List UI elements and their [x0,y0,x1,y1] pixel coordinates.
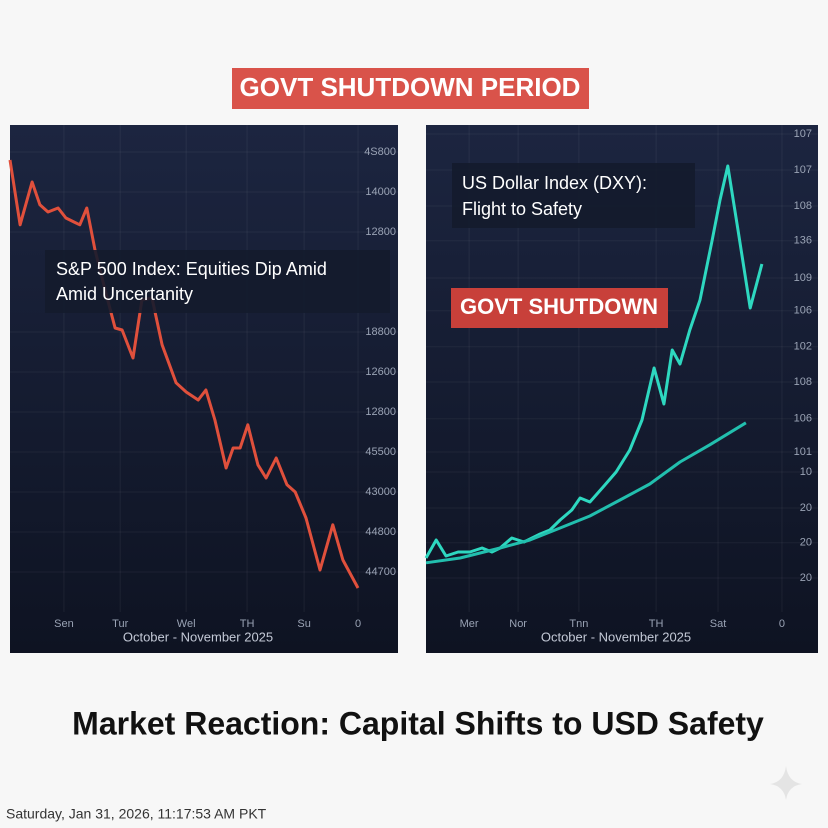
left-panel [10,125,398,653]
y-tick-label: 20 [800,572,812,584]
annotation: Flight to Safety [462,199,582,219]
badge-box [451,288,668,328]
title: Market Reaction: Capital Shifts to USD S… [72,705,764,741]
left-annotation-box [45,250,390,313]
x-tick-label: Mer [460,618,479,630]
y-tick-label: 106 [794,413,812,425]
annotation: Amid Uncertanity [56,284,193,304]
y-tick-label: 102 [794,341,812,353]
y-tick-label: 106 [794,305,812,317]
x-tick-label: Tnn [569,618,588,630]
banner: GOVT SHUTDOWN PERIOD [240,72,581,102]
annotation: S&P 500 Index: Equities Dip Amid [56,259,327,279]
x-tick-label: Tur [112,618,128,630]
annotation: US Dollar Index (DXY): [462,173,647,193]
x-tick-label: Sat [710,618,727,630]
x-tick-label: 0 [779,618,785,630]
y-tick-label: 12800 [365,406,396,418]
timestamp: Saturday, Jan 31, 2026, 11:17:53 AM PKT [6,806,267,822]
x-tick-label: Nor [509,618,527,630]
y-tick-label: 4S800 [364,146,396,158]
x-tick-label: 0 [355,618,361,630]
x-axis-label: October - November 2025 [541,629,691,644]
y-tick-label: 43000 [365,486,396,498]
plots: 4S800 14000 12800 18800 12600 12800 45500 43000… [8,125,818,644]
y-tick-label: 136 [794,235,812,247]
y-tick-label: 12800 [365,226,396,238]
y-tick-label: 107 [794,128,812,140]
x-tick-label: Sen [54,618,74,630]
y-tick-label: 10 [800,466,812,478]
data-line [8,159,360,589]
y-tick-label: 14000 [365,186,396,198]
y-tick-label: 18800 [365,326,396,338]
y-tick-label: 20 [800,537,812,549]
sparkle-icon [770,766,802,800]
y-tick-label: 108 [794,376,812,388]
y-tick-label: 12600 [365,366,396,378]
banner-box [232,68,589,109]
right-annotation-box [452,163,695,228]
y-tick-label: 44800 [365,526,396,538]
x-axis-label: October - November 2025 [123,629,273,644]
data-line [424,164,764,559]
badge: GOVT SHUTDOWN [460,294,658,319]
y-tick-label: 45500 [365,446,396,458]
y-tick-label: 109 [794,272,812,284]
y-tick-label: 101 [794,446,812,458]
y-tick-label: 20 [800,502,812,514]
x-tick-label: Su [297,618,310,630]
data-line [425,421,747,565]
x-tick-label: TH [240,618,255,630]
x-tick-label: TH [649,618,664,630]
y-tick-label: 44700 [365,566,396,578]
y-tick-label: 108 [794,200,812,212]
x-tick-label: Wel [177,618,196,630]
y-tick-label: 107 [794,164,812,176]
